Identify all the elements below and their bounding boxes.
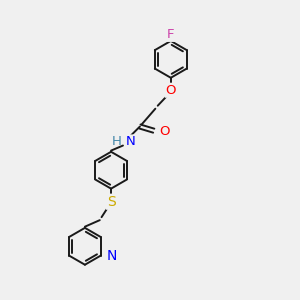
Text: O: O [159, 125, 170, 138]
Text: N: N [126, 136, 136, 148]
Text: F: F [167, 28, 175, 41]
Text: O: O [166, 84, 176, 97]
Text: H: H [112, 136, 122, 148]
Text: S: S [107, 195, 116, 209]
Text: N: N [106, 248, 117, 262]
